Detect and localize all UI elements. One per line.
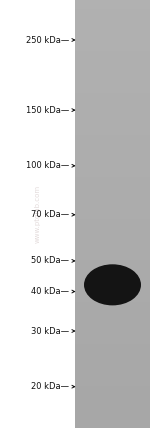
Ellipse shape xyxy=(106,280,119,290)
Ellipse shape xyxy=(87,266,138,303)
Ellipse shape xyxy=(93,271,132,299)
Ellipse shape xyxy=(107,281,118,289)
Ellipse shape xyxy=(112,284,113,285)
Text: 40 kDa—: 40 kDa— xyxy=(31,287,69,296)
Ellipse shape xyxy=(88,267,137,303)
Text: 30 kDa—: 30 kDa— xyxy=(31,327,69,336)
Ellipse shape xyxy=(98,275,127,295)
Ellipse shape xyxy=(97,274,128,296)
Ellipse shape xyxy=(99,275,126,294)
Ellipse shape xyxy=(94,272,130,298)
Ellipse shape xyxy=(110,283,115,287)
Ellipse shape xyxy=(105,279,120,290)
Ellipse shape xyxy=(103,278,122,292)
Ellipse shape xyxy=(100,276,125,294)
Text: 100 kDa—: 100 kDa— xyxy=(26,161,69,170)
Ellipse shape xyxy=(101,276,124,293)
Text: 20 kDa—: 20 kDa— xyxy=(31,382,69,391)
Text: 50 kDa—: 50 kDa— xyxy=(31,256,69,265)
Ellipse shape xyxy=(102,277,123,292)
Ellipse shape xyxy=(84,265,141,306)
Text: 250 kDa—: 250 kDa— xyxy=(26,36,69,45)
Ellipse shape xyxy=(95,273,130,297)
Text: www.ptglab.com: www.ptglab.com xyxy=(34,185,40,243)
Ellipse shape xyxy=(90,268,135,301)
Ellipse shape xyxy=(104,279,121,291)
Ellipse shape xyxy=(96,273,129,297)
Ellipse shape xyxy=(109,282,116,288)
Ellipse shape xyxy=(86,266,139,304)
Ellipse shape xyxy=(92,270,133,300)
Ellipse shape xyxy=(91,269,134,300)
Ellipse shape xyxy=(85,265,140,305)
Ellipse shape xyxy=(111,283,114,286)
Text: 70 kDa—: 70 kDa— xyxy=(31,210,69,219)
Ellipse shape xyxy=(108,282,117,288)
Ellipse shape xyxy=(93,270,132,299)
Ellipse shape xyxy=(89,268,136,302)
Text: 150 kDa—: 150 kDa— xyxy=(26,106,69,115)
